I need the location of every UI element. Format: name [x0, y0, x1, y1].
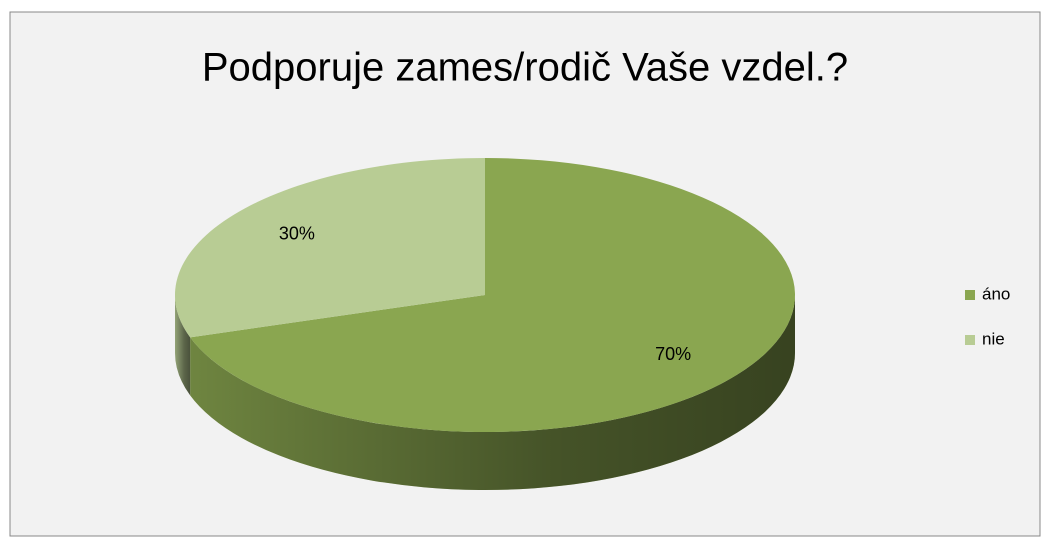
- legend-label: áno: [982, 284, 1010, 303]
- data-label: 70%: [655, 344, 691, 364]
- legend-swatch: [965, 335, 975, 345]
- slice: [190, 158, 795, 432]
- chart-title: Podporuje zames/rodič Vaše vzdel.?: [202, 46, 848, 90]
- slice-side-shade: [175, 295, 191, 396]
- legend-swatch: [965, 290, 975, 300]
- legend-label: nie: [982, 329, 1005, 348]
- slice-side-shade: [190, 295, 795, 490]
- data-label: 30%: [279, 223, 315, 243]
- slice: [174, 158, 485, 338]
